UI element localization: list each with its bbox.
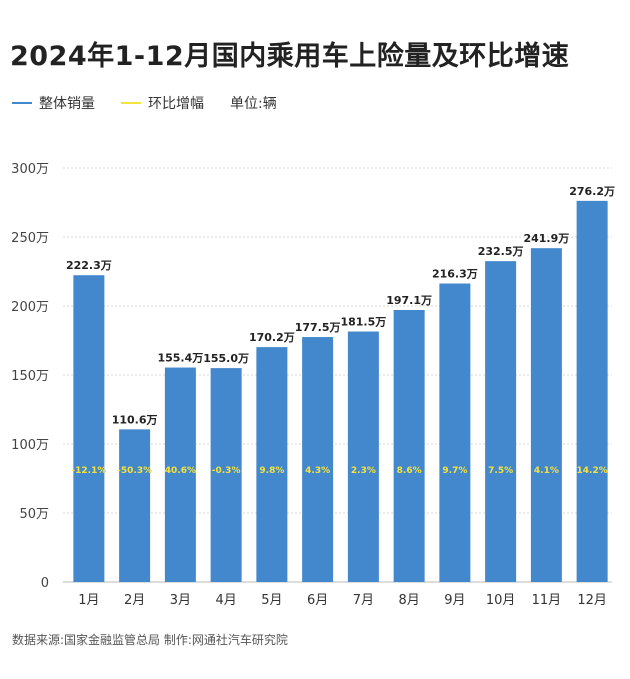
legend-item-mom: 环比增幅 [121, 93, 204, 113]
mom-label: 2.3% [351, 466, 376, 476]
x-tick-label: 8月 [398, 593, 419, 608]
bar-value-label: 276.2万 [569, 185, 615, 198]
mom-label: -12.1% [71, 466, 106, 476]
legend-item-sales: 整体销量 [12, 93, 95, 113]
x-tick-label: 7月 [353, 593, 374, 608]
bar-value-label: 155.4万 [157, 352, 203, 365]
bar [485, 261, 517, 582]
mom-label: 8.6% [397, 466, 422, 476]
x-tick-label: 12月 [577, 593, 607, 608]
bar [393, 310, 425, 582]
mom-label: 9.7% [442, 466, 467, 476]
bar [256, 347, 288, 582]
mom-label: -0.3% [212, 466, 241, 476]
source-footer: 数据来源:国家金融监管总局 制作:网通社汽车研究院 [12, 633, 288, 647]
x-tick-label: 6月 [307, 593, 328, 608]
bar-value-label: 241.9万 [523, 232, 569, 245]
x-tick-label: 11月 [532, 593, 562, 608]
y-tick-label: 200万 [11, 300, 49, 315]
bar [73, 275, 105, 582]
x-tick-label: 10月 [486, 593, 516, 608]
x-tick-label: 3月 [170, 593, 191, 608]
bar [119, 429, 151, 582]
bar-value-label: 232.5万 [478, 245, 524, 258]
x-tick-label: 5月 [261, 593, 282, 608]
legend-swatch-mom [121, 102, 141, 104]
bar [164, 367, 196, 582]
bar-value-label: 170.2万 [249, 331, 295, 344]
legend-unit: 单位:辆 [230, 93, 277, 113]
y-tick-label: 250万 [11, 231, 49, 246]
legend: 整体销量 环比增幅 单位:辆 [12, 93, 303, 113]
bar-value-label: 216.3万 [432, 268, 478, 281]
bar-value-label: 181.5万 [340, 316, 386, 329]
bar-value-label: 222.3万 [66, 259, 112, 272]
mom-label: 9.8% [259, 466, 284, 476]
bar-value-label: 197.1万 [386, 294, 432, 307]
bar [302, 337, 334, 582]
legend-label-mom: 环比增幅 [148, 96, 204, 112]
chart-title: 2024年1-12月国内乘用车上险量及环比增速 [10, 41, 570, 72]
bar [439, 283, 471, 582]
bar-value-label: 177.5万 [295, 321, 341, 334]
bar-chart: 0 50万 100万 150万 200万 250万 300万 222.3万 -12.1% 1月 11… [11, 162, 615, 608]
bar [347, 331, 379, 582]
mom-label: -50.3% [117, 466, 152, 476]
y-tick-label: 100万 [11, 438, 49, 453]
x-tick-label: 2月 [124, 593, 145, 608]
y-tick-label: 300万 [11, 162, 49, 177]
x-tick-label: 9月 [444, 593, 465, 608]
bar [530, 248, 562, 582]
legend-swatch-sales [12, 102, 32, 104]
x-tick-label: 1月 [78, 593, 99, 608]
mom-label: 40.6% [165, 466, 196, 476]
legend-label-sales: 整体销量 [39, 96, 95, 112]
x-tick-label: 4月 [215, 593, 236, 608]
y-tick-label: 0 [41, 576, 49, 591]
mom-label: 14.2% [577, 466, 608, 476]
bar [210, 368, 242, 582]
mom-label: 7.5% [488, 466, 513, 476]
y-tick-label: 150万 [11, 369, 49, 384]
bar [576, 200, 608, 582]
unit-label: 单位:辆 [230, 96, 277, 112]
y-tick-label: 50万 [19, 507, 49, 522]
mom-label: 4.3% [305, 466, 330, 476]
bar-value-label: 110.6万 [112, 413, 158, 426]
mom-label: 4.1% [534, 466, 559, 476]
bar-value-label: 155.0万 [203, 352, 249, 365]
